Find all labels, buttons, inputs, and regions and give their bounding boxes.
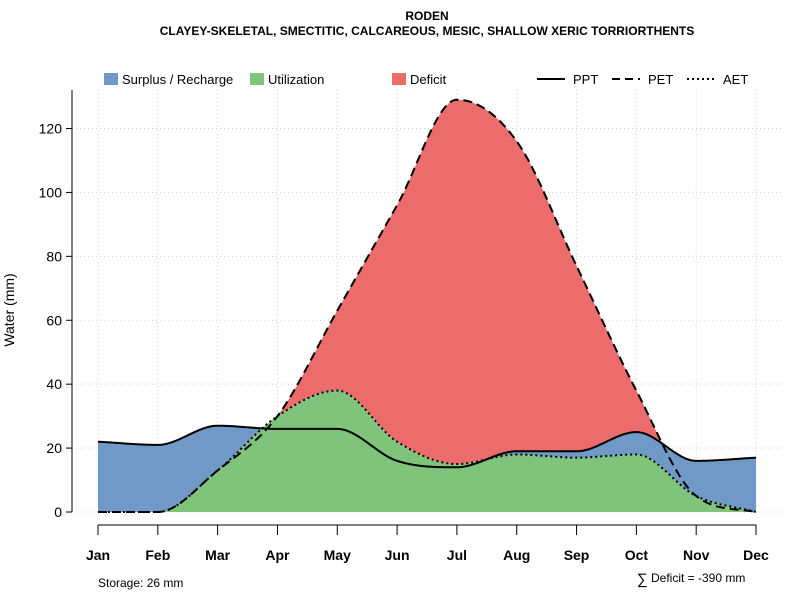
- legend-label-utilization: Utilization: [268, 72, 324, 87]
- x-tick-label-feb: Feb: [145, 547, 170, 563]
- x-tick-label-jan: Jan: [86, 547, 110, 563]
- x-tick-label-aug: Aug: [503, 547, 530, 563]
- y-tick-label-40: 40: [46, 376, 62, 392]
- chart-title: RODEN: [405, 9, 448, 23]
- x-tick-label-jun: Jun: [385, 547, 410, 563]
- legend-swatch-utilization: [250, 73, 264, 85]
- x-tick-label-dec: Dec: [743, 547, 769, 563]
- legend-swatch-surplus-recharge: [104, 73, 118, 85]
- y-tick-label-120: 120: [39, 121, 63, 137]
- deficit-annotation: Deficit = -390 mm: [651, 571, 745, 585]
- y-tick-label-0: 0: [54, 504, 62, 520]
- legend-label-deficit: Deficit: [410, 72, 447, 87]
- x-tick-label-nov: Nov: [683, 547, 710, 563]
- y-tick-label-60: 60: [46, 312, 62, 328]
- legend-swatch-deficit: [392, 73, 406, 85]
- deficit-sum-symbol: ∑: [637, 571, 648, 588]
- legend: Surplus / Recharge Utilization Deficit PPT P…: [104, 72, 748, 87]
- legend-label-aet: AET: [723, 72, 748, 87]
- legend-label-pet: PET: [648, 72, 673, 87]
- y-tick-label-20: 20: [46, 440, 62, 456]
- x-tick-label-jul: Jul: [447, 547, 467, 563]
- area-layer: [98, 100, 756, 512]
- legend-label-ppt: PPT: [573, 72, 598, 87]
- x-tick-label-apr: Apr: [265, 547, 290, 563]
- x-tick-label-may: May: [324, 547, 351, 563]
- y-axis-label: Water (mm): [1, 273, 17, 346]
- legend-label-surplus-recharge: Surplus / Recharge: [122, 72, 233, 87]
- storage-annotation: Storage: 26 mm: [98, 576, 183, 590]
- y-tick-label-80: 80: [46, 248, 62, 264]
- x-tick-label-sep: Sep: [564, 547, 590, 563]
- x-tick-label-oct: Oct: [625, 547, 649, 563]
- x-tick-label-mar: Mar: [205, 547, 230, 563]
- y-tick-label-100: 100: [39, 184, 63, 200]
- chart-subtitle: CLAYEY-SKELETAL, SMECTITIC, CALCAREOUS, …: [160, 24, 694, 38]
